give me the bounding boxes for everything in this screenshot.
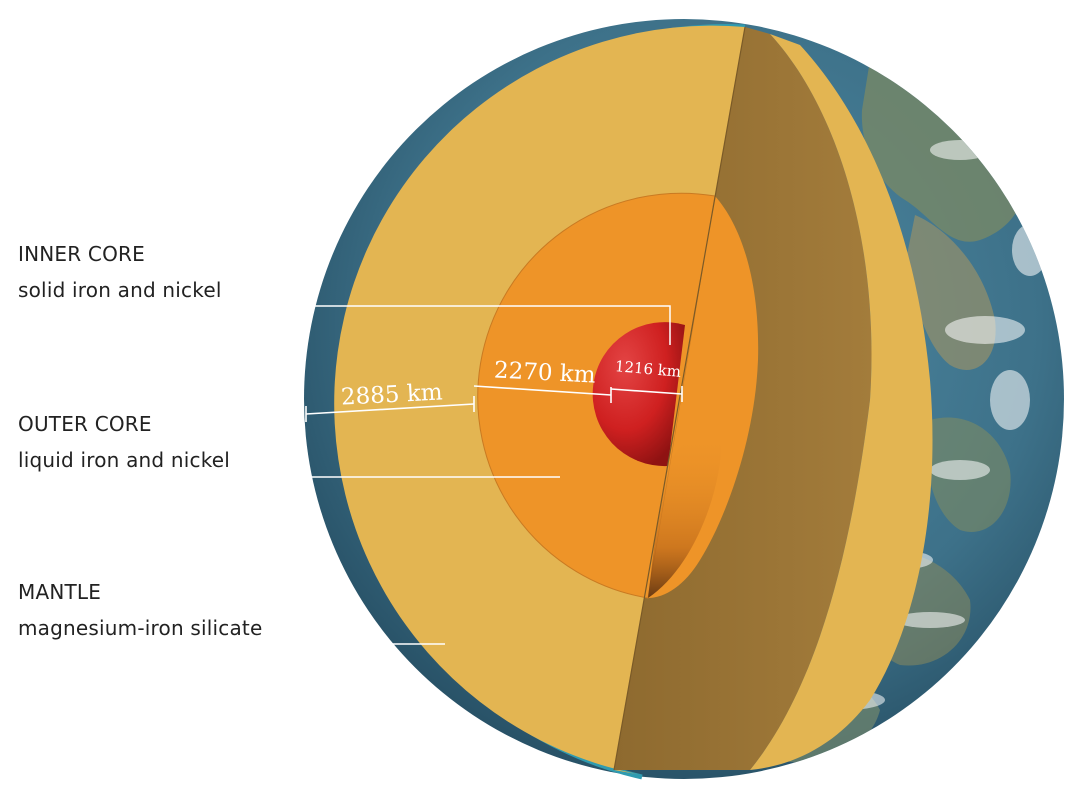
outer-core-shadow — [648, 429, 722, 598]
inner-core-title: INNER CORE — [18, 242, 145, 266]
mantle-thickness-label: 2885 km — [340, 379, 443, 410]
measure-mantle — [305, 396, 475, 422]
outer-core-description: liquid iron and nickel — [18, 448, 231, 472]
inner-core-leader — [265, 305, 671, 345]
measure-inner-core — [610, 386, 683, 402]
outer-core-title: OUTER CORE — [18, 412, 152, 436]
mantle-right-face — [750, 34, 933, 770]
inner-core-description: solid iron and nickel — [18, 278, 222, 302]
mantle-title: MANTLE — [18, 580, 102, 604]
inner-core-radius-label: 1216 km — [614, 357, 682, 381]
globe-surface-texture — [751, 60, 1048, 763]
cut-line — [613, 26, 746, 771]
outer-core-thickness-label: 2270 km — [493, 357, 596, 388]
inner-core — [592, 322, 685, 467]
mantle-description: magnesium-iron silicate — [18, 616, 263, 640]
